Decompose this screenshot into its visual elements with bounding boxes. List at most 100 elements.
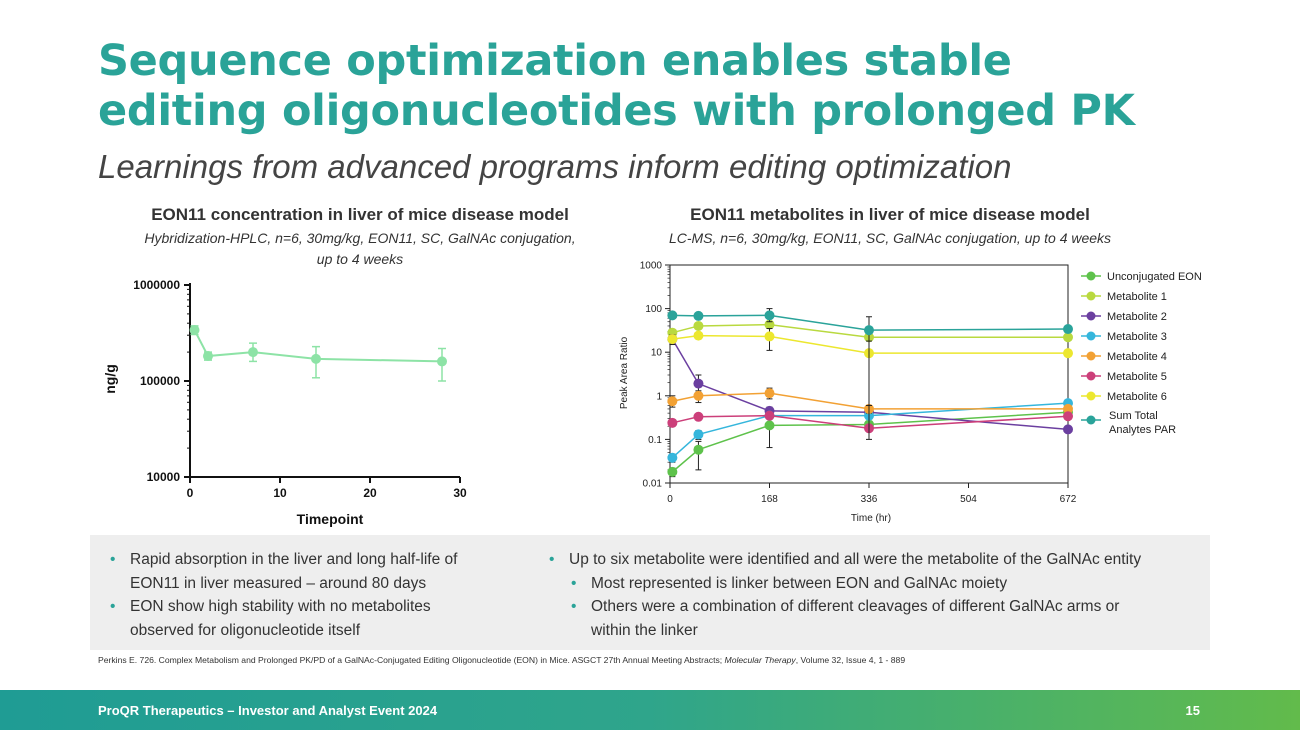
right-data-point [693, 310, 704, 321]
left-x-tick-label: 30 [453, 486, 467, 500]
right-data-point [764, 310, 775, 321]
metabolites-chart: Peak Area Ratio Time (hr) Unconjugated E… [619, 261, 1202, 525]
left-y-tick-label: 1000000 [133, 278, 180, 292]
slide-subtitle: Learnings from advanced programs inform … [98, 148, 1012, 185]
sub-bullet-item: Others were a combination of different c… [545, 595, 1205, 642]
title-line-1: Sequence optimization enables stable [98, 36, 1012, 86]
right-data-point [764, 388, 775, 399]
key-findings-box: Rapid absorption in the liver and long h… [90, 535, 1210, 650]
right-x-tick-label: 504 [960, 494, 977, 505]
page-number: 15 [1185, 703, 1200, 718]
title-line-2: editing oligonucleotides with prolonged … [98, 86, 1135, 136]
left-chart-xlabel: Timepoint [297, 511, 364, 527]
reference: Perkins E. 726. Complex Metabolism and P… [98, 655, 905, 665]
right-y-tick-label: 1000 [640, 261, 663, 272]
right-chart-subtitle: LC-MS, n=6, 30mg/kg, EON11, SC, GalNAc c… [668, 230, 1112, 246]
right-bullets: Up to six metabolite were identified and… [545, 548, 1205, 642]
left-data-point [189, 324, 200, 335]
right-data-point [693, 411, 704, 422]
right-data-point [667, 396, 678, 407]
bullet-item: Rapid absorption in the liver and long h… [106, 548, 526, 595]
right-y-tick-label: 10 [651, 348, 663, 359]
right-series [667, 410, 1073, 434]
left-data-point [311, 353, 321, 364]
legend-item-metabolite-1: Metabolite 1 [1081, 291, 1167, 303]
left-x-tick-label: 20 [363, 486, 377, 500]
right-data-point [693, 330, 704, 341]
legend-label: Metabolite 2 [1107, 311, 1167, 323]
legend-item-metabolite-4: Metabolite 4 [1081, 351, 1167, 363]
left-y-tick-label: 100000 [140, 374, 180, 388]
right-data-point [667, 417, 678, 428]
right-y-tick-label: 100 [645, 304, 662, 315]
left-data-point [203, 351, 213, 362]
bullet-text: Rapid absorption in the liver and long h… [130, 551, 458, 568]
right-data-point [764, 420, 775, 431]
left-chart-title: EON11 concentration in liver of mice dis… [151, 205, 569, 224]
left-chart-subtitle: Hybridization-HPLC, n=6, 30mg/kg, EON11,… [100, 228, 620, 270]
right-data-point [693, 378, 704, 389]
legend-item-metabolite-6: Metabolite 6 [1081, 391, 1167, 403]
legend-item-sum-total: Sum Total Analytes PAR [1081, 410, 1176, 436]
left-x-tick-label: 0 [187, 486, 194, 500]
right-data-point [667, 310, 678, 321]
right-chart-title: EON11 metabolites in liver of mice disea… [690, 205, 1090, 224]
right-y-tick-label: 0.01 [643, 479, 663, 490]
bullet-text: EON show high stability with no metaboli… [130, 598, 431, 615]
left-chart-subtitle-line-1: Hybridization-HPLC, n=6, 30mg/kg, EON11,… [144, 230, 576, 246]
right-data-point [1063, 424, 1073, 435]
legend-label: Unconjugated EON [1107, 271, 1202, 283]
legend-label: Sum Total [1109, 410, 1158, 422]
left-bullets: Rapid absorption in the liver and long h… [106, 548, 526, 642]
left-data-point [437, 356, 447, 367]
right-data-point [1063, 403, 1073, 414]
legend-label: Analytes PAR [1109, 424, 1176, 436]
right-x-tick-label: 0 [667, 494, 673, 505]
right-data-point [693, 320, 704, 331]
bullet-text: Others were a combination of different c… [591, 598, 1120, 615]
legend-item-metabolite-2: Metabolite 2 [1081, 311, 1167, 323]
right-data-point [1063, 411, 1073, 422]
legend-label: Metabolite 1 [1107, 291, 1167, 303]
footer-bar: ProQR Therapeutics – Investor and Analys… [0, 690, 1300, 730]
reference-text: Perkins E. 726. Complex Metabolism and P… [98, 655, 725, 665]
legend-item-unconjugated-eon: Unconjugated EON [1081, 271, 1202, 283]
reference-journal: Molecular Therapy [724, 655, 796, 665]
legend: Unconjugated EON Metabolite 1 Metabolite… [1081, 271, 1202, 436]
left-chart-ylabel: ng/g [102, 364, 118, 394]
right-data-point [693, 429, 704, 440]
legend-item-metabolite-5: Metabolite 5 [1081, 371, 1167, 383]
right-x-tick-label: 672 [1060, 494, 1077, 505]
legend-label: Metabolite 4 [1107, 351, 1167, 363]
right-data-point [693, 444, 704, 455]
slide-title: Sequence optimization enables stable edi… [98, 36, 1248, 136]
right-data-point [667, 452, 678, 463]
right-data-point [667, 334, 678, 345]
right-x-tick-label: 168 [761, 494, 778, 505]
left-x-tick-label: 10 [273, 486, 287, 500]
bullet-item: Up to six metabolite were identified and… [545, 548, 1205, 572]
footer-company: ProQR Therapeutics – Investor and Analys… [98, 703, 438, 718]
right-data-point [1063, 324, 1073, 335]
right-chart-ylabel: Peak Area Ratio [619, 336, 630, 409]
right-series [667, 387, 1073, 414]
right-y-tick-label: 0.1 [648, 435, 662, 446]
right-series [667, 308, 1073, 440]
right-data-point [1063, 348, 1073, 359]
left-chart-subtitle-line-2: up to 4 weeks [316, 251, 404, 267]
right-data-point [693, 390, 704, 401]
legend-label: Metabolite 3 [1107, 331, 1167, 343]
right-data-point [1063, 332, 1073, 343]
bullet-text: within the linker [591, 621, 698, 639]
right-data-point [864, 325, 874, 336]
bullet-text: observed for oligonucleotide itself [130, 621, 361, 639]
legend-item-metabolite-3: Metabolite 3 [1081, 331, 1167, 343]
right-data-point [764, 410, 775, 421]
sub-bullet-item: Most represented is linker between EON a… [545, 572, 1205, 596]
right-data-point [764, 331, 775, 342]
right-x-tick-label: 336 [861, 494, 878, 505]
right-chart-xlabel: Time (hr) [851, 513, 891, 524]
right-data-point [667, 466, 678, 477]
bullet-item: EON show high stability with no metaboli… [106, 595, 526, 642]
left-y-tick-label: 10000 [147, 470, 181, 484]
